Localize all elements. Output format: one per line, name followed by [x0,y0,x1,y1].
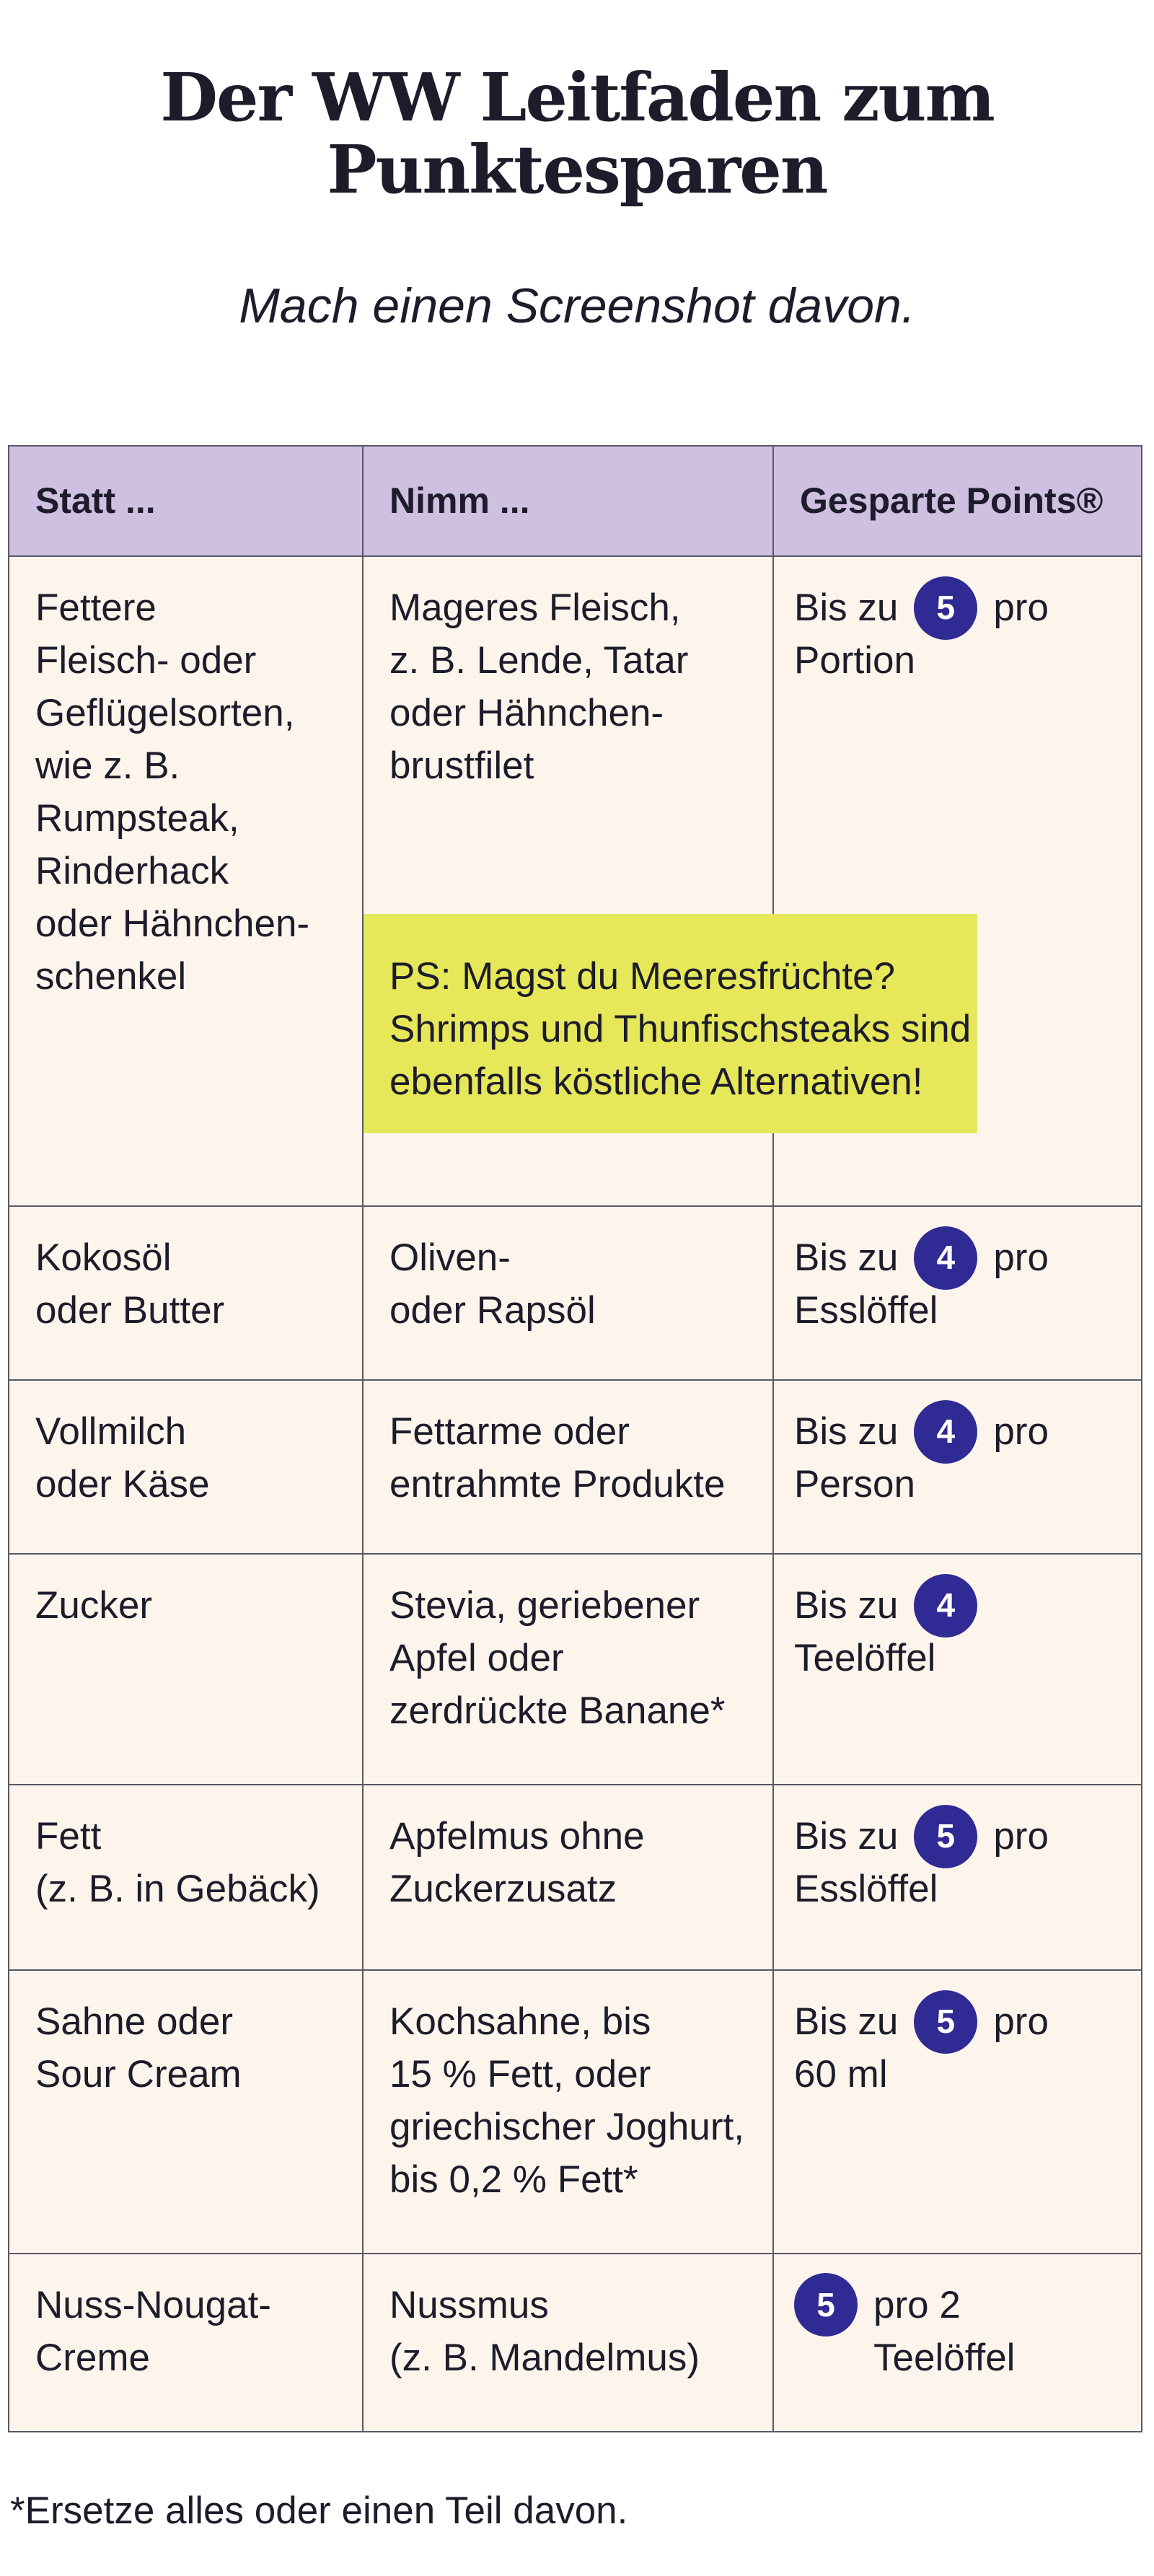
cell-points: Bis zu 5 pro 60 ml [772,1969,1142,2254]
cell-nimm: Nussmus (z. B. Mandelmus) [362,2253,774,2432]
points-unit: 60 ml [794,2053,888,2096]
points-suffix: pro [993,1236,1049,1279]
cell-nimm: Kochsahne, bis 15 % Fett, oder griechisc… [362,1969,774,2254]
points-line: Bis zu 4 pro [794,1226,1134,1290]
points-line: Bis zu 5 pro [794,1804,1134,1868]
cell-statt: Fett (z. B. in Gebäck) [8,1784,364,1971]
points-suffix: pro [993,2000,1049,2043]
cell-points: Bis zu 4 pro Esslöffel [772,1205,1142,1381]
note: PS: Magst du Meeresfrüchte? Shrimps und … [364,914,977,1133]
points-prefix: Bis zu [794,586,899,629]
points-suffix: pro [993,1815,1049,1858]
cell-nimm: Apfelmus ohne Zuckerzusatz [362,1784,774,1971]
points-unit: Teelöffel [873,2337,1016,2379]
points-line: Bis zu 5 pro [794,576,1134,640]
cell-statt: Fettere Fleisch- oder Geflügelsorten, wi… [8,555,364,1207]
points-prefix: Bis zu [794,1236,899,1279]
cell-statt: Vollmilch oder Käse [8,1379,364,1555]
points-badge: 5 [914,1990,978,2054]
points-unit: Portion [794,639,915,682]
points-unit: Esslöffel [794,1289,938,1332]
points-unit: Person [794,1463,915,1505]
subtitle: Mach einen Screenshot davon. [239,278,915,333]
cell-statt: Sahne oder Sour Cream [8,1969,364,2254]
cell-statt: Nuss-Nougat- Creme [8,2253,364,2432]
points-prefix: Bis zu [794,1410,899,1453]
points-badge: 5 [914,1804,978,1868]
header-cell: Gesparte Points® [772,445,1142,557]
header-cell: Statt ... [8,445,364,557]
points-unit: Teelöffel [794,1637,936,1679]
points-badge: 4 [914,1226,978,1290]
points-line: Bis zu 4 pro [794,1399,1134,1464]
points-badge: 4 [914,1399,978,1464]
points-suffix: pro [993,586,1049,629]
points-line: 5 pro 2 Teelöffel [794,2273,1134,2384]
cell-statt: Zucker [8,1553,364,1785]
header-cell: Nimm ... [362,445,774,557]
footnote: *Ersetze alles oder einen Teil davon. [10,2489,628,2532]
points-prefix: Bis zu [794,2000,899,2043]
points-text: pro 2 Teelöffel [873,2279,1015,2384]
cell-points: Bis zu 4 Teelöffel [772,1553,1142,1785]
points-prefix: Bis zu [794,1584,899,1627]
cell-nimm: Stevia, geriebener Apfel oder zerdrückte… [362,1553,774,1785]
points-badge: 5 [794,2273,858,2337]
points-suffix: pro [993,1410,1049,1453]
points-prefix: Bis zu [794,1815,899,1858]
points-badge: 4 [914,1573,978,1638]
points-unit: Esslöffel [794,1868,938,1910]
points-badge: 5 [914,576,978,640]
cell-points: Bis zu 5 pro Esslöffel [772,1784,1142,1971]
points-line: Bis zu 4 [794,1573,1134,1638]
cell-points: Bis zu 4 pro Person [772,1379,1142,1555]
cell-statt: Kokosöl oder Butter [8,1205,364,1381]
title: Der WW Leitfaden zum Punktesparen [160,58,995,208]
cell-nimm: Oliven- oder Rapsöl [362,1205,774,1381]
points-suffix: pro 2 [873,2284,961,2326]
cell-nimm: Fettarme oder entrahmte Produkte [362,1379,774,1555]
cell-points: 5 pro 2 Teelöffel [772,2253,1142,2432]
points-line: Bis zu 5 pro [794,1990,1134,2054]
